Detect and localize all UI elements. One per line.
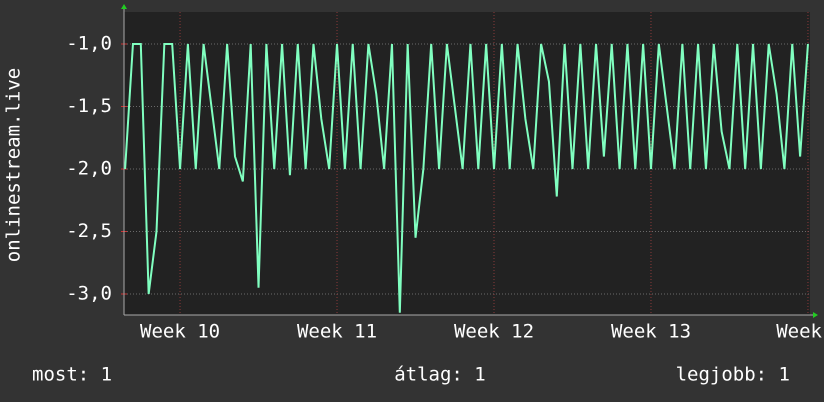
axis-arrow xyxy=(813,312,818,318)
legend-stat: átlag: 1 xyxy=(394,364,486,386)
x-tick-label: Week 10 xyxy=(140,321,220,343)
y-axis-label: onlinestream.live xyxy=(3,68,25,262)
axis-arrow xyxy=(121,4,127,9)
legend-stat: most: 1 xyxy=(32,364,112,386)
y-tick-label: -3,0 xyxy=(66,283,112,305)
x-tick-label: Week 11 xyxy=(297,321,377,343)
y-tick-label: -2,0 xyxy=(66,158,112,180)
plot-area xyxy=(124,12,810,315)
y-tick-label: -1,5 xyxy=(66,95,112,117)
x-tick-label: Week xyxy=(776,321,822,343)
data-line xyxy=(124,43,809,313)
y-tick-label: -2,5 xyxy=(66,220,112,242)
y-tick-label: -1,0 xyxy=(66,33,112,55)
legend-stat: legjobb: 1 xyxy=(676,364,790,386)
x-tick-label: Week 12 xyxy=(454,321,534,343)
x-tick-label: Week 13 xyxy=(611,321,691,343)
